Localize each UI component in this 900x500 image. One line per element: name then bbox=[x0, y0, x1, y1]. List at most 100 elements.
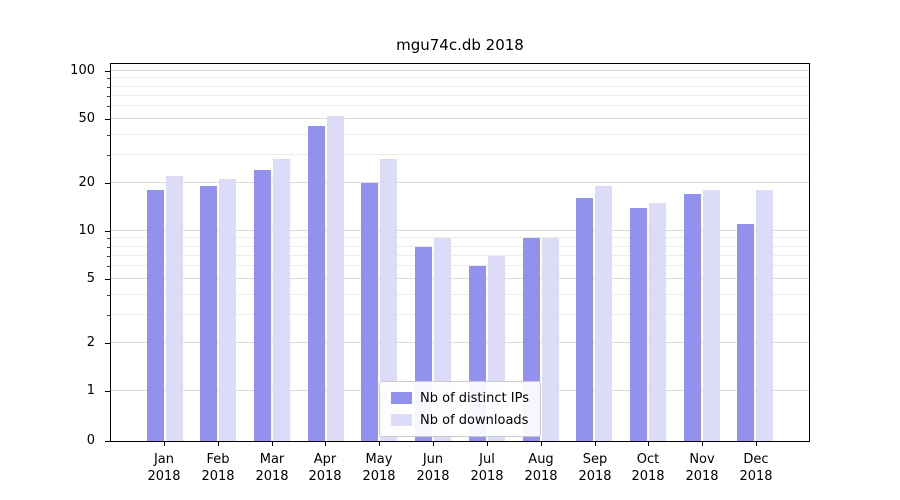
legend-label-nb-of-distinct-ips: Nb of distinct IPs bbox=[420, 390, 529, 406]
x-axis: Jan 2018 Feb 2018 Mar 2018 Apr 2018 May 2018 Jun 20… bbox=[110, 442, 810, 494]
y-minor-tick bbox=[107, 87, 110, 88]
bar-nb-of-distinct-ips-jan-2018 bbox=[147, 190, 164, 441]
minor-gridline bbox=[111, 77, 809, 78]
y-tick bbox=[105, 119, 110, 120]
bar-nb-of-distinct-ips-feb-2018 bbox=[200, 186, 217, 441]
legend-entry: Nb of distinct IPs bbox=[391, 389, 529, 407]
minor-gridline bbox=[111, 105, 809, 106]
y-minor-tick bbox=[107, 238, 110, 239]
minor-gridline bbox=[111, 134, 809, 135]
y-tick-label: 2 bbox=[86, 335, 95, 350]
x-tick bbox=[487, 442, 488, 446]
x-tick bbox=[648, 442, 649, 446]
minor-gridline bbox=[111, 314, 809, 315]
x-tick-label: Jan 2018 bbox=[147, 452, 181, 484]
minor-gridline bbox=[111, 255, 809, 256]
minor-gridline bbox=[111, 246, 809, 247]
x-tick bbox=[702, 442, 703, 446]
bar-nb-of-distinct-ips-oct-2018 bbox=[630, 208, 647, 441]
bar-nb-of-distinct-ips-may-2018 bbox=[361, 183, 378, 441]
y-axis: 0 1 2 5 10 20 50 100 bbox=[0, 63, 110, 448]
x-tick-label: Jul 2018 bbox=[470, 452, 504, 484]
bar-nb-of-downloads-oct-2018 bbox=[649, 203, 666, 441]
y-tick bbox=[105, 231, 110, 232]
major-gridline bbox=[111, 182, 809, 183]
y-minor-tick bbox=[107, 155, 110, 156]
minor-gridline bbox=[111, 154, 809, 155]
y-tick bbox=[105, 183, 110, 184]
y-minor-tick bbox=[107, 96, 110, 97]
x-tick-label: Sep 2018 bbox=[578, 452, 612, 484]
y-tick-label: 1 bbox=[86, 383, 95, 398]
legend-swatch-nb-of-distinct-ips bbox=[391, 392, 413, 404]
y-tick-label: 20 bbox=[78, 175, 95, 190]
bar-nb-of-downloads-aug-2018 bbox=[542, 238, 559, 441]
y-tick bbox=[105, 71, 110, 72]
x-tick bbox=[595, 442, 596, 446]
y-minor-tick bbox=[107, 315, 110, 316]
bar-nb-of-distinct-ips-sep-2018 bbox=[576, 198, 593, 441]
major-gridline bbox=[111, 230, 809, 231]
minor-gridline bbox=[111, 237, 809, 238]
bar-nb-of-distinct-ips-nov-2018 bbox=[684, 194, 701, 441]
y-minor-tick bbox=[107, 135, 110, 136]
bar-nb-of-distinct-ips-mar-2018 bbox=[254, 170, 271, 441]
x-tick bbox=[541, 442, 542, 446]
major-gridline bbox=[111, 278, 809, 279]
x-tick-label: May 2018 bbox=[362, 452, 396, 484]
bar-nb-of-downloads-feb-2018 bbox=[219, 179, 236, 441]
y-tick-label: 10 bbox=[78, 223, 95, 238]
minor-gridline bbox=[111, 265, 809, 266]
bar-nb-of-downloads-mar-2018 bbox=[273, 159, 290, 441]
x-tick bbox=[325, 442, 326, 446]
y-tick bbox=[105, 391, 110, 392]
bar-nb-of-distinct-ips-apr-2018 bbox=[308, 126, 325, 441]
minor-gridline bbox=[111, 95, 809, 96]
y-minor-tick bbox=[107, 247, 110, 248]
chart-title: mgu74c.db 2018 bbox=[396, 36, 524, 54]
x-tick-label: Oct 2018 bbox=[631, 452, 665, 484]
minor-gridline bbox=[111, 86, 809, 87]
y-minor-tick bbox=[107, 106, 110, 107]
y-tick bbox=[105, 343, 110, 344]
minor-gridline bbox=[111, 294, 809, 295]
x-tick-label: Feb 2018 bbox=[201, 452, 235, 484]
bar-nb-of-downloads-nov-2018 bbox=[703, 190, 720, 441]
y-tick bbox=[105, 279, 110, 280]
y-tick-label: 100 bbox=[70, 63, 95, 78]
x-tick bbox=[164, 442, 165, 446]
major-gridline bbox=[111, 118, 809, 119]
x-tick-label: Aug 2018 bbox=[524, 452, 558, 484]
bar-nb-of-downloads-apr-2018 bbox=[327, 116, 344, 441]
x-tick bbox=[272, 442, 273, 446]
legend-swatch-nb-of-downloads bbox=[391, 414, 413, 426]
y-minor-tick bbox=[107, 295, 110, 296]
y-minor-tick bbox=[107, 78, 110, 79]
x-tick bbox=[433, 442, 434, 446]
y-tick-label: 50 bbox=[78, 111, 95, 126]
y-tick bbox=[105, 441, 110, 442]
bar-nb-of-downloads-jan-2018 bbox=[166, 176, 183, 441]
x-tick-label: Mar 2018 bbox=[255, 452, 289, 484]
major-gridline bbox=[111, 70, 809, 71]
bar-nb-of-downloads-may-2018 bbox=[380, 159, 397, 441]
x-tick bbox=[218, 442, 219, 446]
legend-entry: Nb of downloads bbox=[391, 411, 529, 429]
bar-nb-of-distinct-ips-dec-2018 bbox=[737, 224, 754, 441]
x-tick-label: Nov 2018 bbox=[685, 452, 719, 484]
y-tick-label: 5 bbox=[86, 271, 95, 286]
legend-label-nb-of-downloads: Nb of downloads bbox=[420, 412, 529, 428]
x-tick bbox=[379, 442, 380, 446]
bar-nb-of-downloads-sep-2018 bbox=[595, 186, 612, 441]
x-tick-label: Apr 2018 bbox=[308, 452, 342, 484]
x-tick-label: Jun 2018 bbox=[416, 452, 450, 484]
y-minor-tick bbox=[107, 266, 110, 267]
plot-area: Nb of distinct IPs Nb of downloads bbox=[110, 63, 810, 442]
y-tick-label: 0 bbox=[86, 433, 95, 448]
major-gridline bbox=[111, 342, 809, 343]
x-tick bbox=[756, 442, 757, 446]
x-tick-label: Dec 2018 bbox=[739, 452, 773, 484]
y-minor-tick bbox=[107, 256, 110, 257]
bar-nb-of-downloads-dec-2018 bbox=[756, 190, 773, 441]
legend: Nb of distinct IPs Nb of downloads bbox=[379, 381, 541, 437]
